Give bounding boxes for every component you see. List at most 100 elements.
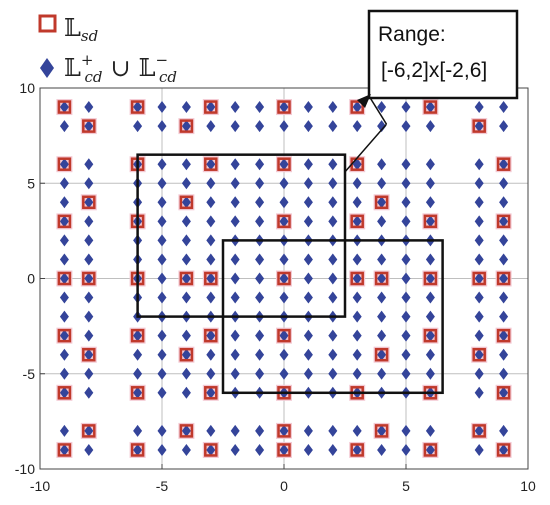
cd-marker (352, 101, 362, 114)
sd-marker (57, 443, 72, 457)
cd-marker (377, 158, 387, 171)
callout-box (367, 9, 519, 100)
cd-marker (352, 443, 362, 456)
cd-marker (279, 291, 289, 304)
cd-marker (474, 101, 484, 114)
cd-marker (401, 310, 411, 323)
cd-marker (425, 424, 435, 437)
sd-marker (374, 195, 389, 210)
cd-marker (352, 367, 362, 380)
cd-marker (352, 177, 362, 190)
cd-marker (84, 158, 94, 171)
cd-marker (206, 196, 216, 209)
cd-marker (230, 196, 240, 209)
sd-marker (374, 424, 389, 438)
cd-marker (377, 310, 387, 323)
legend-cd-marker (40, 58, 54, 78)
cd-marker (59, 329, 69, 342)
y-tick-label: -5 (23, 366, 36, 382)
cd-marker (499, 177, 509, 190)
cd-marker (377, 196, 387, 209)
sd-marker (277, 443, 291, 457)
cd-marker (181, 101, 191, 114)
cd-marker (279, 424, 289, 437)
cd-marker (474, 177, 484, 190)
cd-marker (181, 386, 191, 399)
cd-marker (499, 310, 509, 323)
cd-marker (401, 329, 411, 342)
cd-marker (401, 158, 411, 171)
cd-marker (181, 120, 191, 133)
cd-marker (279, 196, 289, 209)
cd-marker (303, 443, 313, 456)
sd-marker (350, 271, 364, 286)
cd-marker (133, 443, 143, 456)
cd-marker (59, 424, 69, 437)
cd-marker (377, 253, 387, 266)
cd-marker (133, 101, 143, 114)
cd-marker (499, 386, 509, 399)
cd-marker (303, 215, 313, 228)
cd-marker (157, 234, 167, 247)
cd-marker (303, 196, 313, 209)
cd-marker (401, 424, 411, 437)
sd-marker (350, 214, 364, 229)
cd-marker (425, 196, 435, 209)
cd-marker (59, 196, 69, 209)
cd-marker (206, 101, 216, 114)
cd-marker (59, 386, 69, 399)
legend-cd-base2: 𝕃 (139, 54, 156, 82)
sd-marker (374, 347, 389, 362)
cd-marker (303, 177, 313, 190)
cd-marker (206, 424, 216, 437)
cd-marker (474, 310, 484, 323)
cd-marker (230, 443, 240, 456)
cd-marker (499, 234, 509, 247)
cd-marker (425, 291, 435, 304)
cd-marker (157, 348, 167, 361)
cd-marker (255, 158, 265, 171)
sd-marker (277, 100, 291, 114)
cd-marker (59, 367, 69, 380)
cd-marker (352, 329, 362, 342)
sd-marker (496, 214, 511, 229)
sd-marker (82, 119, 96, 133)
cd-marker (377, 215, 387, 228)
cd-marker (206, 443, 216, 456)
cd-marker (401, 196, 411, 209)
sd-marker (472, 424, 486, 438)
cd-marker (206, 291, 216, 304)
cd-marker (157, 101, 167, 114)
sd-marker (496, 386, 511, 400)
cd-marker (401, 177, 411, 190)
legend-union: ∪ (110, 54, 130, 82)
cd-marker (230, 272, 240, 285)
sd-marker (277, 424, 291, 438)
cd-marker (255, 348, 265, 361)
cd-marker (84, 101, 94, 114)
sd-marker (82, 195, 96, 210)
cd-marker (59, 443, 69, 456)
cd-marker (255, 120, 265, 133)
cd-marker (84, 177, 94, 190)
cd-marker (499, 196, 509, 209)
cd-marker (377, 329, 387, 342)
cd-marker (377, 348, 387, 361)
callout-title: Range: (378, 23, 446, 46)
legend-cd-label: 𝕃+ cd ∪ 𝕃− cd (64, 51, 177, 86)
cd-marker (499, 367, 509, 380)
sd-marker (204, 157, 218, 171)
sd-marker (277, 328, 291, 343)
cd-marker (157, 120, 167, 133)
sd-marker (472, 347, 486, 362)
legend-cd-sup: + (81, 51, 94, 69)
cd-marker (181, 234, 191, 247)
cd-marker (206, 120, 216, 133)
cd-marker (425, 348, 435, 361)
cd-marker (230, 329, 240, 342)
cd-marker (181, 196, 191, 209)
cd-marker (425, 101, 435, 114)
cd-marker (279, 329, 289, 342)
cd-marker (206, 272, 216, 285)
cd-marker (157, 196, 167, 209)
